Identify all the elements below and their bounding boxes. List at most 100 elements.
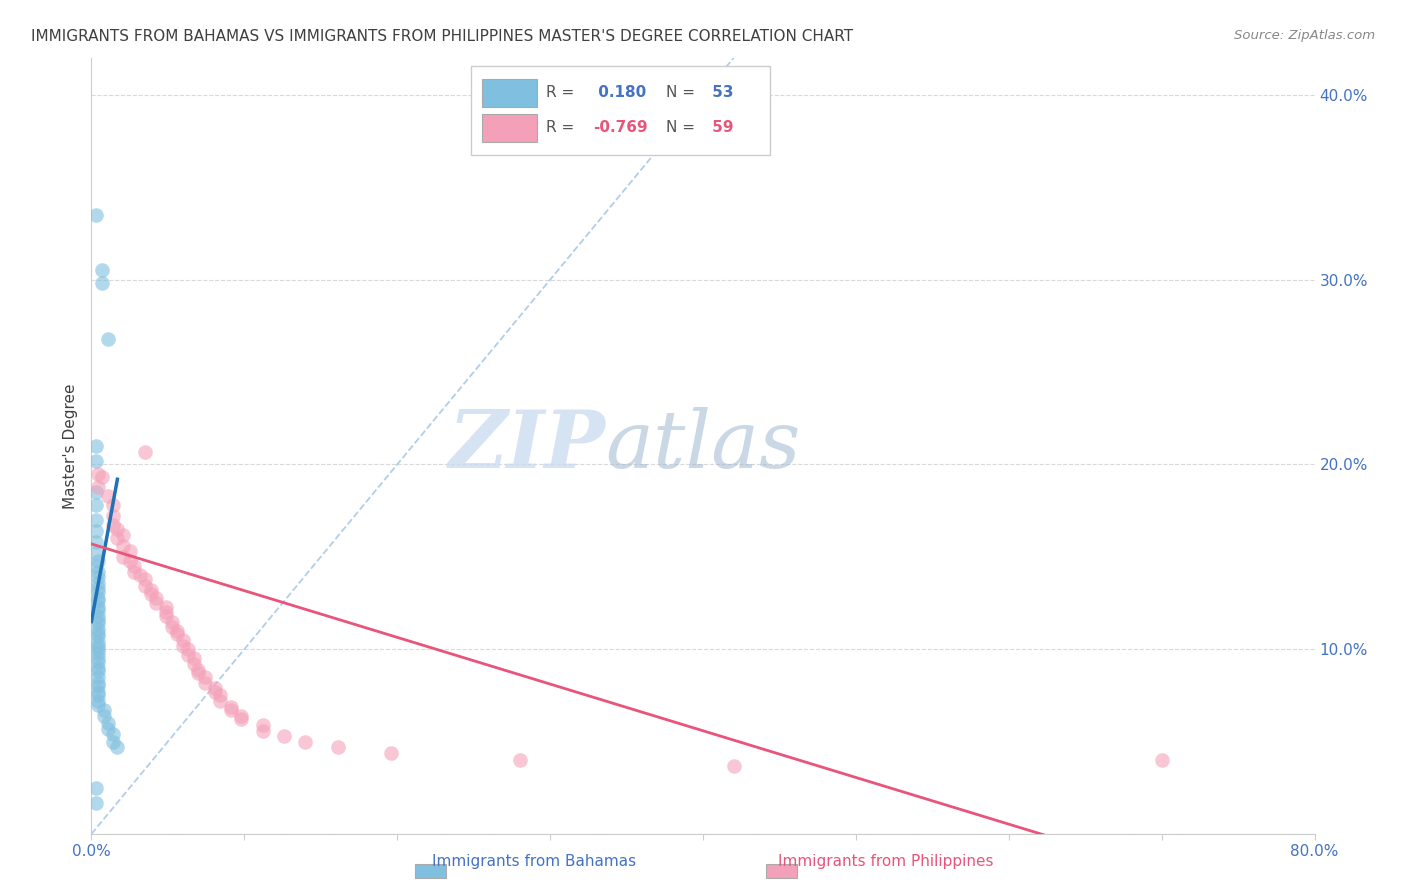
Text: N =: N = [666, 120, 696, 136]
Text: IMMIGRANTS FROM BAHAMAS VS IMMIGRANTS FROM PHILIPPINES MASTER'S DEGREE CORRELATI: IMMIGRANTS FROM BAHAMAS VS IMMIGRANTS FR… [31, 29, 853, 44]
Point [97, 332, 120, 346]
Point [326, 740, 349, 755]
Point [86, 646, 108, 660]
Point [84, 485, 107, 500]
Point [84, 454, 107, 468]
Point [86, 585, 108, 599]
Text: 59: 59 [707, 120, 733, 136]
Point [252, 718, 274, 732]
Point [183, 651, 205, 665]
Point [86, 635, 108, 649]
Point [84, 796, 107, 810]
Point [84, 524, 107, 538]
Point [86, 651, 108, 665]
Point [86, 675, 108, 690]
Point [86, 565, 108, 579]
Point [84, 513, 107, 527]
Point [177, 642, 200, 657]
Point [105, 740, 128, 755]
Point [86, 609, 108, 624]
Point [252, 723, 274, 738]
Point [187, 666, 209, 681]
Point [86, 665, 108, 679]
Point [91, 470, 114, 484]
Point [204, 681, 226, 695]
Point [101, 734, 124, 748]
Point [86, 613, 108, 627]
Point [1150, 753, 1173, 767]
Point [380, 746, 402, 760]
Point [101, 518, 124, 533]
Text: Immigrants from Philippines: Immigrants from Philippines [778, 854, 994, 869]
Point [91, 277, 114, 291]
Point [105, 522, 128, 536]
Point [204, 685, 226, 699]
FancyBboxPatch shape [471, 66, 770, 155]
Point [84, 535, 107, 549]
Y-axis label: Master's Degree: Master's Degree [63, 384, 79, 508]
Point [145, 591, 167, 605]
Point [166, 627, 188, 641]
Point [86, 553, 108, 567]
Point [86, 679, 108, 693]
Point [84, 559, 107, 574]
Point [139, 587, 162, 601]
Point [509, 753, 531, 767]
Point [723, 758, 745, 772]
Point [105, 532, 128, 546]
Point [208, 694, 231, 708]
Point [134, 444, 156, 458]
Point [84, 780, 107, 795]
Point [97, 716, 120, 731]
Point [86, 622, 108, 636]
Text: R =: R = [547, 86, 575, 101]
Point [208, 689, 231, 703]
FancyBboxPatch shape [482, 114, 537, 142]
Text: 0.180: 0.180 [593, 86, 647, 101]
Point [112, 527, 135, 541]
Point [162, 615, 184, 629]
Point [162, 620, 184, 634]
Point [139, 583, 162, 598]
Point [86, 616, 108, 631]
Point [93, 708, 115, 723]
FancyBboxPatch shape [482, 78, 537, 107]
Text: R =: R = [547, 120, 575, 136]
Text: Source: ZipAtlas.com: Source: ZipAtlas.com [1234, 29, 1375, 42]
Point [97, 489, 120, 503]
Point [101, 509, 124, 524]
Point [294, 734, 316, 748]
Text: ZIP: ZIP [449, 408, 605, 484]
Point [166, 624, 188, 638]
Point [86, 689, 108, 703]
Point [86, 594, 108, 608]
Point [122, 565, 145, 579]
Point [273, 729, 295, 743]
Point [101, 727, 124, 741]
Point [122, 559, 145, 574]
Point [118, 544, 141, 558]
Point [86, 582, 108, 596]
Point [86, 670, 108, 684]
Point [134, 572, 156, 586]
Point [93, 703, 115, 717]
Point [86, 694, 108, 708]
Point [97, 722, 120, 736]
Point [187, 663, 209, 677]
Point [145, 596, 167, 610]
Point [129, 568, 152, 582]
Point [172, 633, 194, 648]
Point [155, 609, 177, 624]
Point [86, 639, 108, 653]
Point [84, 546, 107, 560]
Point [193, 675, 215, 690]
Point [86, 698, 108, 712]
Text: -0.769: -0.769 [593, 120, 648, 136]
Text: Immigrants from Bahamas: Immigrants from Bahamas [432, 854, 637, 869]
Point [219, 703, 242, 717]
Point [112, 549, 135, 564]
Point [86, 591, 108, 605]
Point [177, 648, 200, 662]
Text: 53: 53 [707, 86, 733, 101]
Point [86, 599, 108, 614]
